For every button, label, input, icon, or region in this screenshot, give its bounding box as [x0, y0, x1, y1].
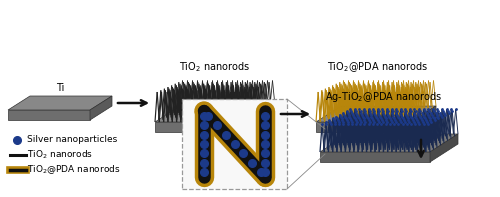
Polygon shape — [8, 96, 112, 110]
Polygon shape — [90, 96, 112, 120]
Polygon shape — [8, 110, 90, 120]
Polygon shape — [250, 106, 275, 132]
Polygon shape — [320, 152, 430, 162]
Polygon shape — [155, 122, 250, 132]
Text: Ag-TiO$_2$@PDA nanorods: Ag-TiO$_2$@PDA nanorods — [325, 90, 443, 104]
Polygon shape — [320, 134, 458, 152]
Polygon shape — [316, 106, 436, 122]
Text: Silver nanoparticles: Silver nanoparticles — [27, 136, 117, 145]
Polygon shape — [411, 106, 436, 132]
Text: TiO$_2$ nanorods: TiO$_2$ nanorods — [27, 149, 93, 161]
Polygon shape — [155, 106, 275, 122]
Text: TiO$_2$@PDA nanorods: TiO$_2$@PDA nanorods — [27, 164, 120, 176]
Text: TiO$_2$@PDA nanorods: TiO$_2$@PDA nanorods — [328, 60, 428, 74]
Polygon shape — [430, 134, 458, 162]
Text: Ti: Ti — [56, 83, 64, 93]
Bar — [182, 99, 287, 189]
Polygon shape — [316, 122, 411, 132]
Text: TiO$_2$ nanorods: TiO$_2$ nanorods — [180, 60, 250, 74]
